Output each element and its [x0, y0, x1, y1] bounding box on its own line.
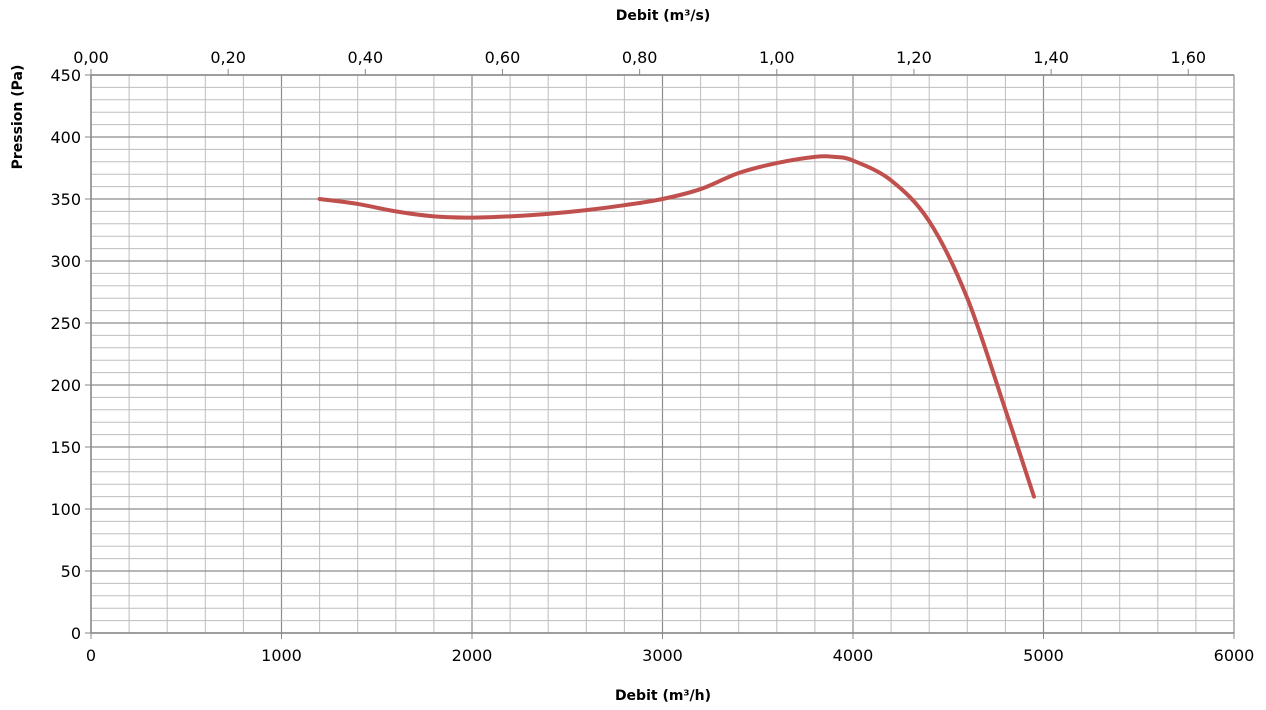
y-tick-label: 50 [61, 562, 81, 581]
y-tick-label: 250 [50, 314, 81, 333]
x2-tick-label: 0,80 [622, 48, 658, 67]
x2-tick-label: 1,20 [896, 48, 932, 67]
y-tick-label: 350 [50, 190, 81, 209]
y-tick-label: 0 [71, 624, 81, 643]
x-tick-label: 2000 [452, 646, 493, 665]
x2-tick-label: 0,40 [348, 48, 384, 67]
x-tick-label: 3000 [642, 646, 683, 665]
series-layer [320, 156, 1034, 496]
x-tick-label: 6000 [1214, 646, 1255, 665]
top-axis-title: Debit (m³/s) [616, 8, 710, 24]
y-tick-label: 150 [50, 438, 81, 457]
x-tick-label: 0 [86, 646, 96, 665]
grid [91, 75, 1234, 633]
y-tick-label: 100 [50, 500, 81, 519]
y-tick-label: 400 [50, 128, 81, 147]
x-tick-label: 4000 [833, 646, 874, 665]
x2-tick-label: 0,60 [485, 48, 521, 67]
series-line [320, 156, 1034, 496]
y-tick-label: 450 [50, 66, 81, 85]
x-tick-label: 1000 [261, 646, 302, 665]
x-tick-label: 5000 [1023, 646, 1064, 665]
x2-tick-label: 0,00 [73, 48, 109, 67]
x2-tick-label: 1,60 [1170, 48, 1206, 67]
axes: 0 50 100 150 200 250 300 350 400 450 0 1000 2000 3000… [50, 48, 1254, 665]
x2-tick-label: 1,00 [759, 48, 795, 67]
y-tick-label: 200 [50, 376, 81, 395]
bottom-axis-title: Debit (m³/h) [615, 688, 711, 704]
x2-tick-label: 0,20 [210, 48, 246, 67]
y-tick-label: 300 [50, 252, 81, 271]
x2-tick-label: 1,40 [1033, 48, 1069, 67]
y-axis-title: Pression (Pa) [10, 65, 26, 170]
